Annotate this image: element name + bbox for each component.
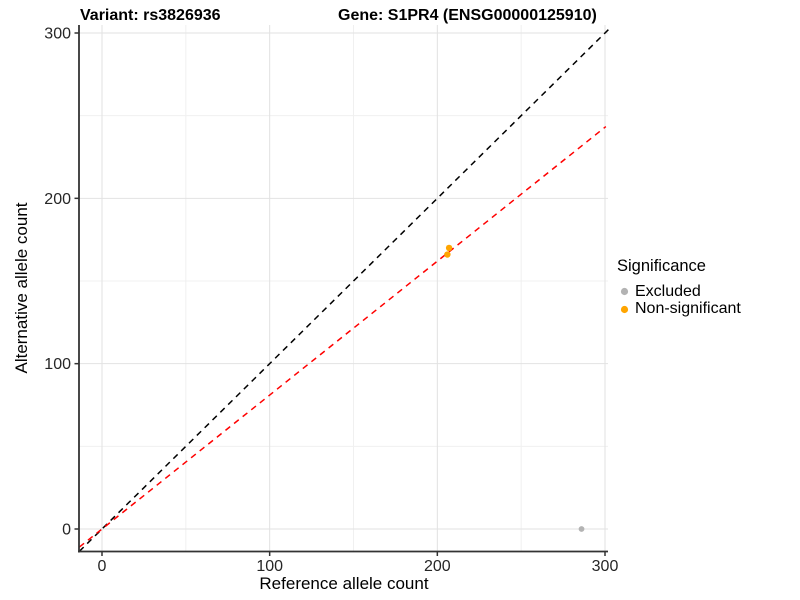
- y-tick-label: 100: [44, 356, 71, 373]
- y-tick-label: 0: [62, 522, 71, 539]
- x-tick-label: 0: [98, 558, 107, 575]
- legend-title: Significance: [617, 257, 706, 275]
- y-tick-label: 200: [44, 191, 71, 208]
- fit-line: [78, 125, 607, 548]
- x-axis-title: Reference allele count: [259, 574, 429, 593]
- y-axis-title: Alternative allele count: [12, 202, 31, 374]
- legend-label-excluded: Excluded: [635, 282, 701, 300]
- legend-label-non-significant: Non-significant: [635, 300, 741, 318]
- legend-item-excluded: Excluded: [617, 283, 741, 301]
- legend-item-non-significant: Non-significant: [617, 300, 741, 319]
- data-point-excluded: [578, 526, 585, 532]
- identity-line: [78, 29, 609, 552]
- data-point-non-significant: [444, 251, 451, 258]
- non-significant-point-icon: [620, 305, 629, 313]
- legend: Significance Excluded Non-significant: [617, 257, 741, 318]
- data-point-non-significant: [445, 244, 453, 252]
- plot-title-gene: Gene: S1PR4 (ENSG00000125910): [338, 7, 597, 24]
- x-tick-label: 200: [424, 558, 451, 575]
- x-tick-label: 300: [592, 558, 619, 575]
- x-tick-label: 100: [256, 558, 283, 575]
- y-tick-label: 300: [44, 26, 71, 43]
- plot-title-variant: Variant: rs3826936: [80, 7, 221, 24]
- excluded-point-icon: [620, 288, 629, 296]
